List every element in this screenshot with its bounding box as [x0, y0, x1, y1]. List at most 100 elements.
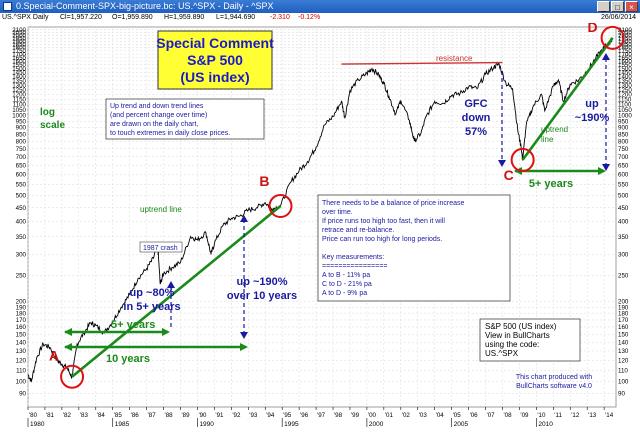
marker-label-c: C — [504, 167, 514, 183]
y-tick-label-right: 1600 — [618, 58, 632, 65]
y-tick-label-left: 250 — [16, 273, 27, 280]
y-tick-label-left: 1800 — [12, 45, 26, 52]
balance-note-11: A to D - 9% pa — [322, 290, 367, 297]
x-tick-label: '92 — [232, 412, 241, 419]
x-major-label: 1980 — [30, 421, 45, 428]
minimize-button[interactable]: _ — [597, 1, 610, 12]
close-button[interactable]: × — [625, 1, 638, 12]
x-major-label: 1995 — [284, 421, 299, 428]
uptrend-cd-label-2: line — [541, 135, 554, 144]
y-tick-label-left: 750 — [16, 146, 27, 153]
point-markers: A B C D — [49, 23, 625, 389]
trendline-resistance — [341, 61, 503, 65]
uptrend-ab-label: uptrend line — [140, 205, 182, 214]
y-tick-label-right: 2100 — [618, 27, 632, 34]
balance-note-4: retrace and re-balance. — [322, 227, 394, 234]
x-tick-label: '99 — [351, 412, 360, 419]
y-tick-label-left: 1450 — [12, 70, 26, 77]
y-tick-label-right: 750 — [618, 146, 629, 153]
balance-note-8: ================ — [322, 263, 387, 270]
trendline-uptrend-c-d — [521, 37, 614, 161]
ten-years-label: 10 years — [106, 353, 150, 365]
marker-circle-d — [600, 25, 625, 50]
y-tick-label-left: 2000 — [12, 33, 26, 40]
maximize-button[interactable]: □ — [611, 1, 624, 12]
balance-note-box — [317, 194, 511, 302]
x-tick-label: '12 — [571, 412, 580, 419]
y-tick-label-right: 350 — [618, 234, 629, 241]
span-arrow-5y-c-left — [514, 167, 522, 175]
x-tick-label: '00 — [368, 412, 377, 419]
y-tick-label-right: 1450 — [618, 70, 632, 77]
span-arrow-10y-right — [240, 343, 248, 351]
y-tick-label-right: 2050 — [618, 30, 632, 37]
y-tick-label-left: 1400 — [12, 74, 26, 81]
trendline-uptrend-a-b — [71, 205, 282, 378]
y-tick-label-right: 1100 — [618, 102, 632, 109]
y-tick-label-right: 450 — [618, 205, 629, 212]
x-tick-label: '09 — [520, 412, 529, 419]
x-tick-label: '10 — [537, 412, 546, 419]
title-bar[interactable]: 0.Special-Comment-SPX-big-picture.bc: US… — [0, 0, 640, 13]
x-major-label: 2005 — [454, 421, 469, 428]
x-tick-label: '86 — [131, 412, 140, 419]
balance-note-2: over time. — [322, 209, 353, 216]
up-190-label-1: up ~190% — [236, 276, 287, 288]
window-title: 0.Special-Comment-SPX-big-picture.bc: US… — [16, 1, 274, 11]
y-tick-label-right: 100 — [618, 378, 629, 385]
trendlines — [71, 37, 614, 378]
price-line — [27, 37, 613, 383]
y-tick-label-right: 800 — [618, 138, 629, 145]
five-years-c-label: 5+ years — [529, 178, 573, 190]
y-tick-label-left: 1000 — [12, 113, 26, 120]
change-value: -2.310 — [270, 14, 290, 21]
y-tick-label-right: 1650 — [618, 55, 632, 62]
x-major-label: 1990 — [199, 421, 214, 428]
x-tick-label: '01 — [385, 412, 394, 419]
trendline-note-1: Up trend and down trend lines — [110, 103, 204, 110]
y-tick-label-left: 160 — [16, 324, 27, 331]
up-80-label-1: up ~80% — [130, 287, 175, 299]
symbol-label: US.^SPX Daily — [2, 14, 49, 21]
balance-note-5: Price can run too high for long periods. — [322, 236, 442, 243]
y-tick-label-left: 650 — [16, 162, 27, 169]
y-tick-label-right: 110 — [618, 367, 628, 374]
y-tick-label-left: 180 — [16, 311, 27, 318]
y-tick-label-right: 1500 — [618, 66, 632, 73]
y-tick-label-right: 1800 — [618, 45, 632, 52]
dash-arrow-gfc-head — [498, 160, 506, 167]
x-major-label: 2010 — [538, 421, 553, 428]
y-tick-label-right: 1850 — [618, 42, 632, 49]
y-tick-label-left: 1150 — [13, 96, 27, 103]
y-tick-label-left: 500 — [16, 193, 27, 200]
y-tick-label-right: 1700 — [618, 51, 632, 58]
low-value: L=1,944.690 — [216, 14, 256, 21]
title-line-2: S&P 500 — [187, 52, 243, 68]
y-tick-label-left: 1750 — [12, 48, 26, 55]
x-tick-label: '90 — [198, 412, 207, 419]
y-tick-label-left: 1100 — [13, 102, 27, 109]
x-tick-label: '02 — [402, 412, 411, 419]
x-tick-label: '05 — [453, 412, 462, 419]
y-tick-label-right: 120 — [618, 357, 629, 364]
dash-arrow-190-cd-bottom — [602, 164, 610, 171]
y-tick-label-right: 1050 — [618, 107, 632, 114]
x-tick-label: '84 — [97, 412, 106, 419]
y-tick-label-right: 170 — [618, 317, 629, 324]
uptrend-cd-label-1: uptrend — [541, 125, 568, 134]
y-tick-label-right: 200 — [618, 298, 629, 305]
marker-label-a: A — [49, 348, 59, 364]
x-tick-label: '87 — [148, 412, 157, 419]
y-tick-label-right: 250 — [618, 273, 629, 280]
marker-circle-a — [60, 364, 85, 389]
balance-note-10: C to D - 21% pa — [322, 281, 372, 288]
y-tick-label-right: 190 — [618, 304, 629, 311]
title-box — [157, 30, 273, 90]
y-tick-label-right: 130 — [618, 348, 629, 355]
info-line-4: US.^SPX — [485, 349, 519, 358]
close-value: Cl=1,957.220 — [60, 14, 102, 21]
window-controls: _ □ × — [597, 1, 638, 12]
y-tick-label-right: 1350 — [618, 78, 632, 85]
